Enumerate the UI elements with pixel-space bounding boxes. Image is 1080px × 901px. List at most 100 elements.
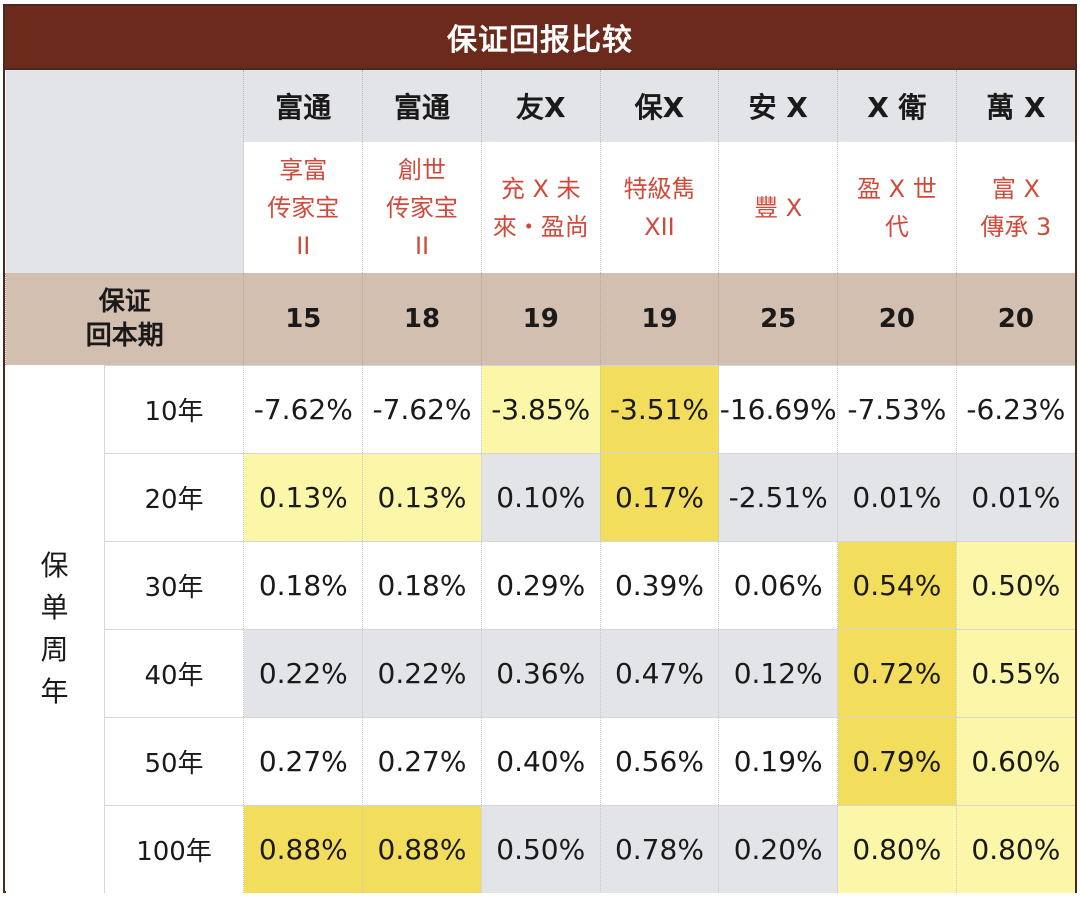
return-rate-cell: 0.13% bbox=[243, 452, 363, 541]
return-rate-cell: 0.20% bbox=[718, 804, 838, 893]
policy-year-cell: 50年 bbox=[103, 716, 244, 805]
header-corner bbox=[5, 70, 244, 273]
company-name: 安 X bbox=[718, 70, 838, 142]
product-name-line: 充 X 未 bbox=[500, 174, 581, 203]
product-name: 豐 X bbox=[718, 142, 838, 273]
table-title: 保证回报比较 bbox=[5, 6, 1075, 70]
return-rate-cell: 0.50% bbox=[480, 804, 601, 893]
product-name: 享富传家宝 II bbox=[243, 142, 363, 273]
table-row: 30年 0.18% 0.18% 0.29% 0.39% 0.06% 0.54% 0.50% bbox=[6, 540, 1075, 629]
table-row: 100年 0.88% 0.88% 0.50% 0.78% 0.20% 0.80% 0.80% bbox=[6, 804, 1075, 893]
return-rate-cell: -16.69% bbox=[718, 364, 838, 453]
return-rate-cell: 0.01% bbox=[837, 452, 957, 541]
policy-year-label: 保单周年 bbox=[5, 365, 105, 893]
return-rate-cell: 0.50% bbox=[955, 540, 1075, 629]
policy-year-label-char: 年 bbox=[40, 675, 69, 708]
return-rate-cell: 0.10% bbox=[480, 452, 601, 541]
product-name-line: II bbox=[414, 231, 430, 260]
table-row: 40年 0.22% 0.22% 0.36% 0.47% 0.12% 0.72% 0.55% bbox=[6, 628, 1075, 717]
product-name-line: 传家宝 bbox=[267, 193, 340, 222]
return-rate-cell: 0.22% bbox=[362, 628, 482, 717]
return-rate-cell: 0.40% bbox=[480, 716, 601, 805]
policy-year-cell: 40年 bbox=[103, 628, 244, 717]
policy-year-cell: 100年 bbox=[103, 804, 244, 893]
company-name: 富通 bbox=[362, 70, 482, 142]
product-name-line: II bbox=[296, 231, 311, 260]
return-rate-cell: 0.55% bbox=[955, 628, 1075, 717]
return-rate-cell: 0.01% bbox=[955, 452, 1075, 541]
return-rate-cell: 0.17% bbox=[599, 452, 719, 541]
company-name: 保X bbox=[599, 70, 719, 142]
company-name: 友X bbox=[480, 70, 601, 142]
company-name: 萬 X bbox=[955, 70, 1075, 142]
payback-period-value: 19 bbox=[480, 273, 601, 365]
table-row: 保单周年 10年 -7.62% -7.62% -3.85% -3.51% -16.69% -7… bbox=[5, 364, 1075, 893]
product-name: 盈 X 世代 bbox=[837, 142, 957, 273]
return-rate-cell: -3.85% bbox=[480, 364, 601, 453]
policy-year-cell: 10年 bbox=[103, 364, 244, 453]
payback-period-value: 20 bbox=[955, 273, 1075, 365]
product-name-line: 來・盈尚 bbox=[492, 212, 589, 241]
product-name-line: 传家宝 bbox=[386, 193, 459, 222]
return-rate-cell: 0.27% bbox=[243, 716, 363, 805]
return-rate-cell: 0.29% bbox=[480, 540, 601, 629]
return-rate-cell: 0.78% bbox=[599, 804, 719, 893]
product-name-line: 特級雋 bbox=[623, 174, 696, 203]
product-name: 充 X 未來・盈尚 bbox=[480, 142, 601, 273]
return-rate-cell: -2.51% bbox=[718, 452, 838, 541]
return-rate-cell: 0.19% bbox=[718, 716, 838, 805]
table-row: 20年 0.13% 0.13% 0.10% 0.17% -2.51% 0.01% 0.01% bbox=[6, 452, 1075, 541]
policy-year-cell: 30年 bbox=[103, 540, 244, 629]
return-rate-cell: -3.51% bbox=[599, 364, 719, 453]
product-name: 創世传家宝 II bbox=[362, 142, 482, 273]
return-rate-cell: 0.36% bbox=[480, 628, 601, 717]
return-rate-cell: 0.13% bbox=[362, 452, 482, 541]
product-name-line: 豐 X bbox=[754, 193, 803, 222]
policy-year-label-char: 周 bbox=[40, 633, 69, 666]
return-rate-cell: -7.53% bbox=[837, 364, 957, 453]
company-name: X 衛 bbox=[837, 70, 957, 142]
product-name: 特級雋 XII bbox=[599, 142, 719, 273]
return-rate-cell: 0.60% bbox=[955, 716, 1075, 805]
return-rate-cell: 0.18% bbox=[243, 540, 363, 629]
product-name-line: XII bbox=[644, 212, 675, 241]
return-rate-cell: 0.22% bbox=[243, 628, 363, 717]
product-name-line: 創世 bbox=[398, 155, 447, 184]
return-rate-cell: -7.62% bbox=[243, 364, 363, 453]
payback-period-value: 25 bbox=[718, 273, 838, 365]
payback-period-value: 19 bbox=[599, 273, 719, 365]
return-rate-cell: 0.27% bbox=[362, 716, 482, 805]
policy-year-label-char: 保 bbox=[40, 549, 69, 582]
return-rate-cell: 0.12% bbox=[718, 628, 838, 717]
product-name: 富 X 傳承 3 bbox=[955, 142, 1075, 273]
payback-period-value: 20 bbox=[837, 273, 957, 365]
product-name-line: 代 bbox=[884, 212, 909, 241]
product-name-line: 傳承 3 bbox=[980, 212, 1052, 241]
return-rate-cell: 0.80% bbox=[955, 804, 1075, 893]
return-rate-cell: 0.54% bbox=[837, 540, 957, 629]
company-name: 富通 bbox=[243, 70, 363, 142]
payback-period-row: 保证 回本期 15 18 19 19 25 20 20 bbox=[4, 273, 1075, 365]
table-row: 50年 0.27% 0.27% 0.40% 0.56% 0.19% 0.79% 0.60% bbox=[6, 716, 1075, 805]
return-rate-cell: 0.18% bbox=[362, 540, 482, 629]
return-rate-cell: 0.80% bbox=[837, 804, 957, 893]
product-name-line: 盈 X 世 bbox=[857, 174, 937, 203]
return-rate-cell: 0.88% bbox=[362, 804, 482, 893]
return-rate-cell: 0.79% bbox=[837, 716, 957, 805]
product-name-line: 享富 bbox=[279, 155, 328, 184]
product-name-line: 富 X bbox=[991, 174, 1040, 203]
return-rate-cell: 0.72% bbox=[837, 628, 957, 717]
return-rate-cell: 0.88% bbox=[243, 804, 363, 893]
payback-period-label: 保证 回本期 bbox=[4, 273, 244, 365]
return-rate-cell: 0.47% bbox=[599, 628, 719, 717]
policy-year-label-char: 单 bbox=[40, 591, 69, 624]
payback-period-value: 18 bbox=[362, 273, 482, 365]
return-rate-cell: -7.62% bbox=[362, 364, 482, 453]
payback-period-label-line2: 回本期 bbox=[85, 320, 164, 351]
return-rate-cell: 0.39% bbox=[599, 540, 719, 629]
return-rate-cell: -6.23% bbox=[955, 364, 1075, 453]
